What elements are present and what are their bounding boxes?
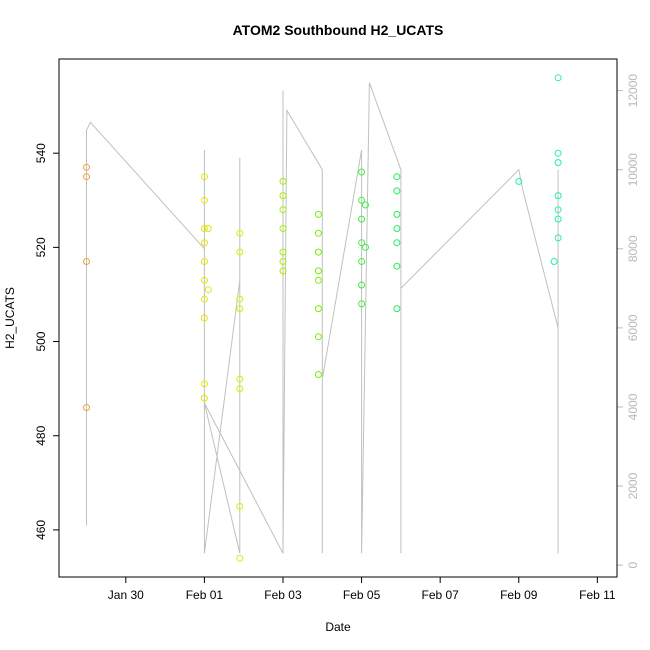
y-axis-label: H2_UCATS <box>3 287 17 349</box>
y2-tick-label: 0 <box>626 561 640 568</box>
y-tick-label: 520 <box>34 237 48 257</box>
data-point <box>314 305 322 313</box>
data-point <box>554 206 562 214</box>
altitude-line <box>86 82 559 554</box>
data-point <box>200 380 208 388</box>
x-tick-label: Feb 11 <box>579 588 616 602</box>
data-point <box>393 262 401 270</box>
data-point <box>358 168 366 176</box>
data-point <box>358 258 366 265</box>
data-point <box>393 225 401 232</box>
data-point <box>554 74 562 82</box>
data-point <box>358 196 366 204</box>
y2-tick-label: 4000 <box>626 393 640 420</box>
y-tick-label: 500 <box>34 331 48 351</box>
data-point <box>554 159 562 167</box>
y2-tick-label: 10000 <box>626 153 640 187</box>
data-point <box>314 371 322 378</box>
data-point <box>200 295 208 303</box>
data-point <box>204 286 212 294</box>
x-tick-label: Jan 30 <box>108 588 144 602</box>
data-point <box>314 333 322 341</box>
data-point <box>200 239 208 247</box>
y-tick-label: 540 <box>34 143 48 163</box>
data-point <box>200 173 208 181</box>
data-point <box>279 267 287 275</box>
data-point <box>200 225 208 232</box>
x-tick-label: Feb 05 <box>343 588 381 602</box>
y2-tick-label: 8000 <box>626 235 640 262</box>
y-tick-label: 460 <box>34 520 48 540</box>
data-point <box>393 305 401 313</box>
data-point <box>314 229 322 237</box>
data-point <box>83 163 90 171</box>
data-point <box>515 177 523 185</box>
data-point <box>314 276 322 284</box>
data-point <box>204 225 212 232</box>
data-point <box>393 210 401 218</box>
data-point <box>236 554 244 562</box>
points-layer <box>83 74 562 562</box>
y-tick-label: 480 <box>34 425 48 445</box>
data-point <box>362 243 369 251</box>
data-point <box>83 173 90 181</box>
data-point <box>236 385 244 393</box>
data-point <box>554 215 562 223</box>
data-point <box>554 192 562 200</box>
axes-layer: Jan 30 Feb 01 Feb 03 Feb 05 Feb 07 Feb 09 Feb … <box>34 74 640 602</box>
data-point <box>236 248 244 256</box>
data-point <box>554 149 562 157</box>
data-point <box>279 177 287 185</box>
y2-tick-label: 12000 <box>626 74 640 108</box>
x-tick-label: Feb 03 <box>264 588 302 602</box>
data-point <box>236 229 244 237</box>
y2-tick-label: 6000 <box>626 314 640 341</box>
data-point <box>279 206 287 214</box>
data-point <box>236 375 244 383</box>
data-point <box>279 225 287 232</box>
data-point <box>362 201 369 209</box>
data-point <box>358 239 366 247</box>
data-point <box>83 404 90 411</box>
data-point <box>200 394 208 402</box>
data-point <box>550 258 558 265</box>
data-point <box>554 234 562 242</box>
altitude-layer <box>86 82 559 554</box>
x-tick-label: Feb 01 <box>186 588 224 602</box>
data-point <box>279 192 287 200</box>
x-tick-label: Feb 07 <box>421 588 459 602</box>
data-point <box>393 187 401 195</box>
plot-frame <box>58 58 618 578</box>
data-point <box>393 173 401 181</box>
data-point <box>83 258 90 265</box>
data-point <box>358 281 366 289</box>
x-tick-label: Feb 09 <box>500 588 538 602</box>
data-point <box>279 248 287 256</box>
chart-title: ATOM2 Southbound H2_UCATS <box>233 22 444 38</box>
data-point <box>393 239 401 247</box>
data-point <box>314 267 322 275</box>
data-point <box>236 305 244 313</box>
data-point <box>200 258 208 265</box>
data-point <box>200 314 208 322</box>
data-point <box>314 248 322 256</box>
x-axis-label: Date <box>325 620 351 634</box>
data-point <box>279 258 287 265</box>
data-point <box>236 502 244 510</box>
data-point <box>236 295 244 303</box>
data-point <box>358 300 366 308</box>
data-point <box>358 215 366 223</box>
y2-tick-label: 2000 <box>626 472 640 499</box>
data-point <box>314 210 322 218</box>
data-point <box>200 276 208 284</box>
data-point <box>200 196 208 204</box>
